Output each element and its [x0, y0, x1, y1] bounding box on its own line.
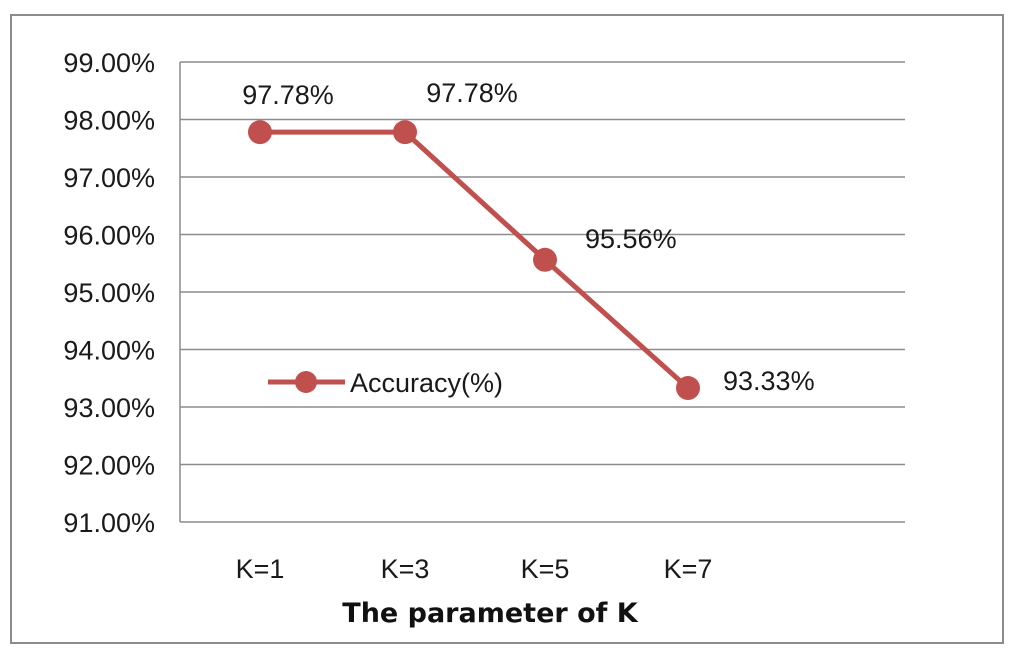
y-tick-label: 94.00% [63, 336, 155, 366]
data-point [533, 247, 557, 272]
x-tick-label: K=5 [521, 554, 570, 584]
series-line [260, 129, 690, 390]
legend: Accuracy(%) [268, 368, 503, 398]
data-label: 95.56% [585, 224, 677, 254]
x-axis-title: The parameter of K [342, 598, 639, 629]
data-point [248, 120, 272, 145]
y-tick-label: 96.00% [63, 221, 155, 251]
legend-marker [295, 371, 317, 393]
y-tick-label: 93.00% [63, 393, 155, 423]
x-tick-label: K=3 [381, 554, 430, 584]
data-label: 93.33% [723, 366, 815, 396]
y-tick-label: 98.00% [63, 106, 155, 136]
y-tick-label: 99.00% [63, 48, 155, 78]
data-label: 97.78% [242, 80, 334, 110]
data-label: 97.78% [426, 78, 518, 108]
y-tick-label: 95.00% [63, 278, 155, 308]
y-tick-label: 91.00% [63, 508, 155, 538]
y-tick-label: 97.00% [63, 163, 155, 193]
x-tick-label: K=7 [664, 554, 713, 584]
y-tick-label: 92.00% [63, 451, 155, 481]
legend-label: Accuracy(%) [350, 368, 503, 398]
data-point [393, 120, 417, 145]
series-accuracy [248, 120, 700, 401]
x-tick-label: K=1 [236, 554, 285, 584]
x-tick-labels: K=1 K=3 K=5 K=7 [236, 554, 713, 584]
gridlines [179, 61, 905, 523]
data-point [676, 376, 700, 401]
y-tick-labels: 91.00% 92.00% 93.00% 94.00% 95.00% 96.00% 97.0… [63, 48, 155, 538]
data-labels: 97.78% 97.78% 95.56% 93.33% [242, 78, 814, 396]
